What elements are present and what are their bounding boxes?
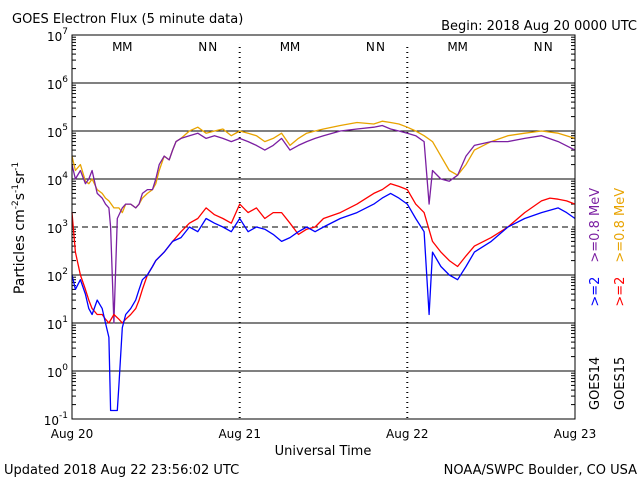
y-tick-labels: 10-1 100 101 102 103 104 105 106 107 — [44, 27, 69, 428]
legend-text: GOES15>=2>=0.8 MeV — [613, 188, 628, 410]
y-tick-label: 102 — [47, 267, 68, 284]
legend: GOES14>=2>=0.8 MeV GOES15>=2>=0.8 MeV — [588, 188, 628, 410]
chart-title: GOES Electron Flux (5 minute data) — [12, 12, 243, 27]
series-line-1 — [71, 124, 576, 324]
y-axis-label: Particles cm-2s-1sr-1 — [11, 162, 28, 294]
y-tick-label: 100 — [47, 363, 68, 380]
series-line-0 — [71, 120, 576, 214]
grid — [72, 36, 575, 406]
credit: NOAA/SWPC Boulder, CO USA — [444, 463, 637, 478]
event-marker: M — [112, 40, 122, 54]
series-line-2 — [71, 183, 576, 324]
y-tick-label: 107 — [47, 27, 68, 44]
y-tick-label: 105 — [47, 123, 68, 140]
event-marker: N — [366, 40, 375, 54]
plot-frame — [71, 34, 576, 420]
x-tick-labels: Aug 20 Aug 21 Aug 22 Aug 23 — [51, 427, 597, 441]
x-axis-label: Universal Time — [275, 444, 372, 459]
event-marker: N — [544, 40, 553, 54]
x-tick-label: Aug 21 — [218, 427, 261, 441]
event-marker: M — [122, 40, 132, 54]
y-tick-label: 10-1 — [44, 411, 68, 428]
y-tick-label: 106 — [47, 75, 68, 92]
x-tick-label: Aug 23 — [554, 427, 597, 441]
x-tick-label: Aug 22 — [386, 427, 429, 441]
updated-time: Updated 2018 Aug 22 23:56:02 UTC — [4, 463, 239, 478]
day-separators — [238, 47, 409, 419]
event-marker: M — [458, 40, 468, 54]
x-tick-label: Aug 20 — [51, 427, 94, 441]
event-marker: N — [534, 40, 543, 54]
event-marker: N — [208, 40, 217, 54]
legend-column: GOES15>=2>=0.8 MeV — [613, 188, 628, 410]
event-marker: N — [198, 40, 207, 54]
y-tick-label: 104 — [47, 171, 68, 188]
series-layer — [71, 120, 576, 412]
event-marker: N — [376, 40, 385, 54]
legend-text: GOES14>=2>=0.8 MeV — [588, 188, 603, 410]
series-line-3 — [71, 192, 576, 412]
y-tick-label: 103 — [47, 219, 68, 236]
event-marker: M — [290, 40, 300, 54]
y-tick-label: 101 — [47, 315, 68, 332]
legend-column: GOES14>=2>=0.8 MeV — [588, 188, 603, 410]
event-marker: M — [280, 40, 290, 54]
event-marker: M — [447, 40, 457, 54]
begin-time: Begin: 2018 Aug 20 0000 UTC — [441, 19, 637, 34]
